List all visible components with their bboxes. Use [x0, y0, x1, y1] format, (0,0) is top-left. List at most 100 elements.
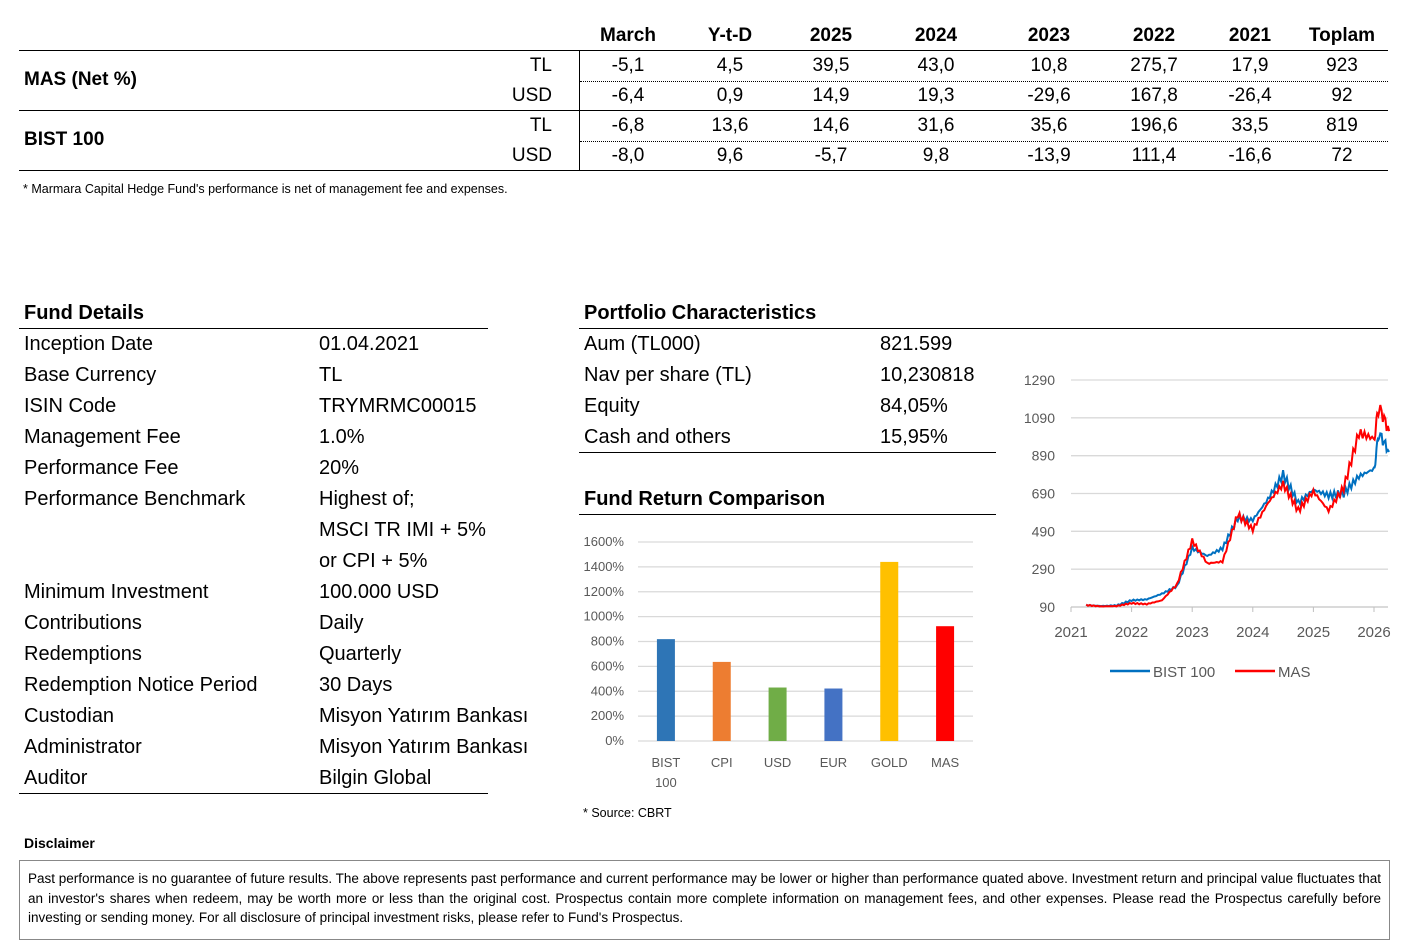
bar-mas — [936, 626, 955, 741]
portfolio-label: Nav per share (TL) — [584, 364, 752, 386]
detail-value: Quarterly — [319, 643, 402, 665]
portfolio-value: 15,95% — [880, 426, 948, 448]
currency-label: USD — [511, 85, 552, 106]
y-tick-label: 690 — [1032, 486, 1056, 502]
legend-label: BIST 100 — [1153, 664, 1215, 681]
x-tick-label: 2023 — [1176, 624, 1209, 641]
detail-value: TL — [319, 364, 343, 386]
detail-value: 100.000 USD — [319, 581, 440, 603]
comparison-title: Fund Return Comparison — [584, 488, 826, 510]
detail-value: Misyon Yatırım Bankası — [319, 736, 529, 758]
y-tick-label: 90 — [1039, 599, 1055, 615]
group-label: MAS (Net %) — [24, 69, 137, 90]
portfolio-label: Equity — [584, 395, 640, 417]
x-tick-label: CPI — [711, 755, 733, 770]
dotted-divider — [580, 81, 1388, 82]
x-tick-label: 2026 — [1357, 624, 1390, 641]
currency-label: TL — [529, 115, 552, 136]
x-tick-label: 2025 — [1297, 624, 1330, 641]
x-tick-label: GOLD — [871, 755, 908, 770]
table-cell: 196,6 — [1130, 115, 1178, 136]
column-header: 2022 — [1132, 25, 1176, 46]
table-cell: 819 — [1326, 115, 1358, 136]
y-tick-label: 1290 — [1024, 372, 1055, 388]
table-cell: 14,6 — [812, 115, 850, 136]
column-header: Y-t-D — [707, 25, 753, 46]
table-cell: 35,6 — [1030, 115, 1068, 136]
series-line-bist-100 — [1085, 432, 1390, 608]
table-cell: -5,7 — [814, 145, 848, 166]
bar-usd — [768, 687, 787, 741]
y-tick-label: 290 — [1032, 561, 1056, 577]
divider — [579, 514, 996, 515]
y-tick-label: 1600% — [584, 534, 625, 549]
dotted-divider — [580, 141, 1388, 142]
detail-value: 01.04.2021 — [319, 333, 420, 355]
fund-details-title: Fund Details — [24, 302, 145, 324]
portfolio-title: Portfolio Characteristics — [584, 302, 817, 324]
performance-line-chart: 90 290 490 690 890 1090 1290 2021 2022 2023 2024 20… — [1024, 372, 1391, 681]
column-header: Toplam — [1308, 25, 1376, 46]
disclaimer-box: Past performance is no guarantee of futu… — [19, 860, 1390, 940]
series-line-mas — [1085, 404, 1391, 608]
portfolio-label: Aum (TL000) — [584, 333, 701, 355]
detail-label: Redemption Notice Period — [24, 674, 258, 696]
table-cell: 31,6 — [917, 115, 955, 136]
table-cell: 19,3 — [917, 85, 955, 106]
bar-bist-100 — [656, 639, 675, 741]
table-cell: 14,9 — [812, 85, 850, 106]
y-tick-label: 1000% — [584, 609, 625, 624]
table-cell: -8,0 — [611, 145, 645, 166]
table-cell: 9,8 — [922, 145, 950, 166]
y-tick-label: 0% — [605, 733, 624, 748]
performance-footnote: * Marmara Capital Hedge Fund's performan… — [23, 182, 508, 196]
bar-cpi — [712, 661, 731, 741]
detail-label: ISIN Code — [24, 395, 117, 417]
detail-value: or CPI + 5% — [319, 550, 428, 572]
bar-gold — [880, 561, 899, 741]
table-cell: 275,7 — [1130, 55, 1178, 76]
portfolio-value: 84,05% — [880, 395, 948, 417]
detail-label: Performance Fee — [24, 457, 179, 479]
detail-label: Custodian — [24, 705, 115, 727]
detail-value: TRYMRMC00015 — [319, 395, 477, 417]
portfolio-label: Cash and others — [584, 426, 731, 448]
detail-label: Minimum Investment — [24, 581, 209, 603]
x-tick-label: BIST 100 — [651, 755, 680, 790]
table-cell: 33,5 — [1231, 115, 1269, 136]
detail-label: Auditor — [24, 767, 88, 789]
table-cell: -16,6 — [1228, 145, 1272, 166]
detail-value: MSCI TR IMI + 5% — [319, 519, 486, 541]
y-tick-label: 800% — [591, 634, 625, 649]
bar-eur — [824, 688, 843, 741]
y-tick-label: 1400% — [584, 559, 625, 574]
detail-value: 1.0% — [319, 426, 365, 448]
x-tick-label: EUR — [820, 755, 847, 770]
table-cell: -6,4 — [611, 85, 645, 106]
legend-label: MAS — [1278, 664, 1311, 681]
x-tick-label: 2021 — [1054, 624, 1087, 641]
divider — [19, 170, 1388, 171]
y-tick-label: 600% — [591, 658, 625, 673]
y-tick-label: 890 — [1032, 448, 1056, 464]
column-header: 2025 — [809, 25, 853, 46]
table-cell: 4,5 — [716, 55, 744, 76]
x-tick-label: MAS — [931, 755, 960, 770]
detail-value: Misyon Yatırım Bankası — [319, 705, 529, 727]
x-tick-label: USD — [764, 755, 791, 770]
y-tick-label: 1090 — [1024, 410, 1055, 426]
table-cell: -6,8 — [611, 115, 645, 136]
group-label: BIST 100 — [24, 129, 105, 150]
detail-value: Highest of; — [319, 488, 415, 510]
table-cell: 72 — [1331, 145, 1353, 166]
detail-value: Daily — [319, 612, 364, 634]
detail-label: Performance Benchmark — [24, 488, 246, 510]
detail-value: Bilgin Global — [319, 767, 432, 789]
table-cell: 10,8 — [1030, 55, 1068, 76]
divider — [19, 328, 488, 329]
detail-label: Administrator — [24, 736, 142, 758]
detail-label: Contributions — [24, 612, 142, 634]
table-cell: 17,9 — [1231, 55, 1269, 76]
divider — [19, 793, 488, 794]
